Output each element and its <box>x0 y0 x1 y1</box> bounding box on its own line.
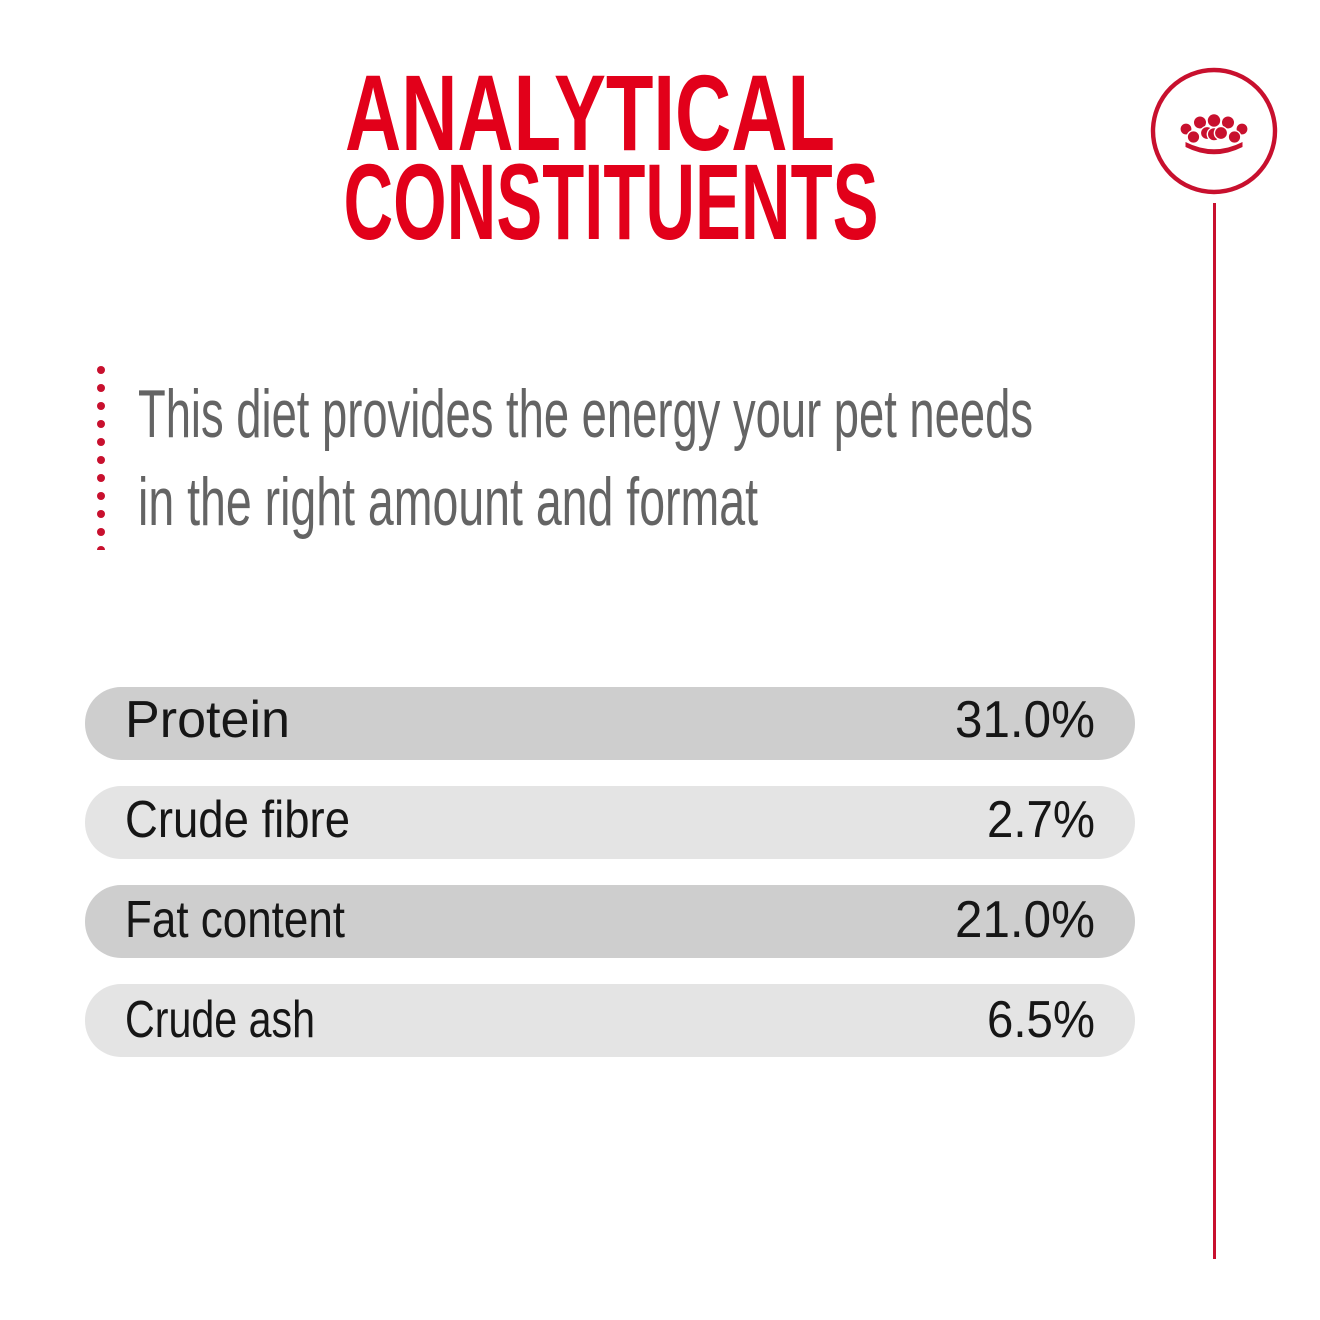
svg-text:Protein: Protein <box>125 691 290 749</box>
svg-text:CONSTITUENTS: CONSTITUENTS <box>344 141 879 262</box>
svg-text:Fat content: Fat content <box>125 891 345 949</box>
svg-text:2.7%: 2.7% <box>987 791 1095 849</box>
svg-text:in the right amount and format: in the right amount and format <box>138 464 758 540</box>
svg-text:Crude fibre: Crude fibre <box>125 791 350 849</box>
svg-text:This diet provides the energy: This diet provides the energy your pet n… <box>138 382 1033 452</box>
svg-text:Crude ash: Crude ash <box>125 991 315 1049</box>
svg-text:31.0%: 31.0% <box>955 691 1095 749</box>
svg-text:21.0%: 21.0% <box>955 891 1095 949</box>
svg-text:6.5%: 6.5% <box>987 991 1095 1049</box>
